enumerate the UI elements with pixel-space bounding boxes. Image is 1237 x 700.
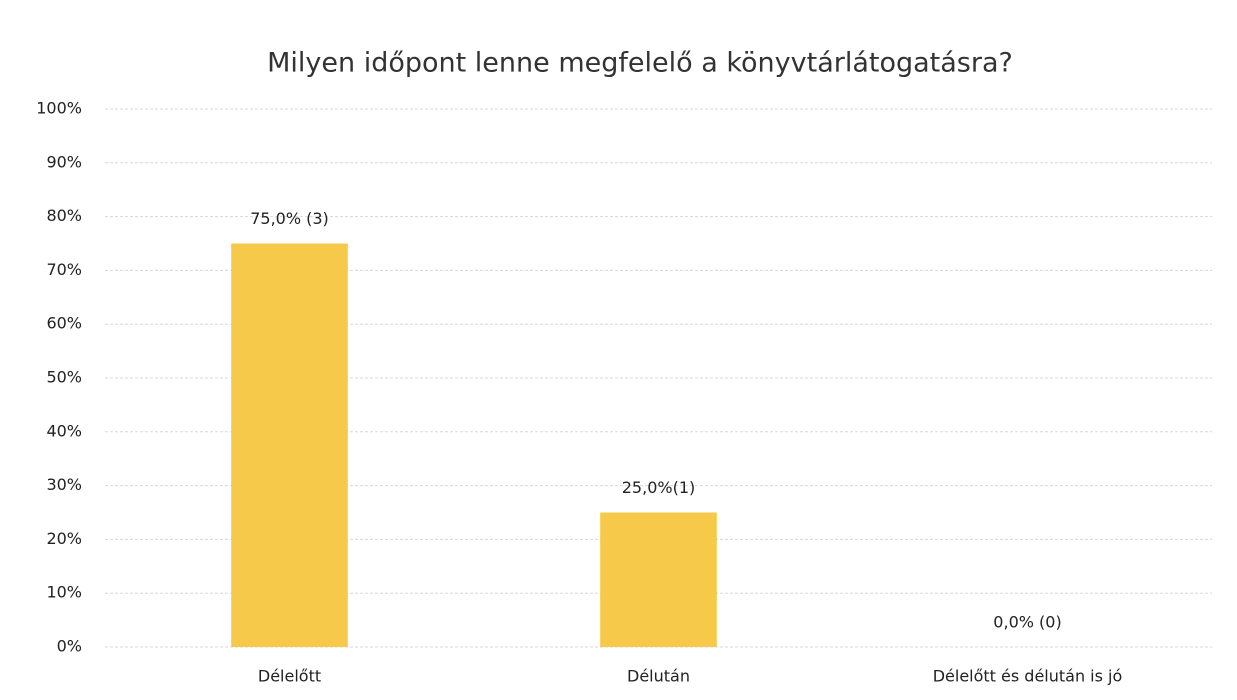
value-label: 75,0% (3) (250, 209, 329, 228)
y-tick-label: 80% (46, 206, 82, 225)
y-tick-label: 0% (57, 637, 82, 656)
y-tick-label: 60% (46, 314, 82, 333)
bar (600, 512, 717, 647)
x-tick-label: Délelőtt és délután is jó (933, 667, 1123, 686)
chart-title: Milyen időpont lenne megfelelő a könyvtá… (267, 48, 1013, 79)
y-tick-label: 20% (46, 529, 82, 548)
y-tick-label: 30% (46, 475, 82, 494)
bar (231, 243, 348, 647)
y-tick-label: 40% (46, 421, 82, 440)
x-tick-label: Délelőtt (258, 667, 321, 686)
y-tick-label: 70% (46, 260, 82, 279)
y-tick-label: 90% (46, 152, 82, 171)
y-tick-label: 50% (46, 368, 82, 387)
value-label: 0,0% (0) (993, 613, 1061, 632)
value-label: 25,0%(1) (622, 478, 696, 497)
y-tick-label: 100% (36, 99, 82, 118)
y-tick-label: 10% (46, 583, 82, 602)
x-tick-label: Délután (627, 667, 690, 686)
